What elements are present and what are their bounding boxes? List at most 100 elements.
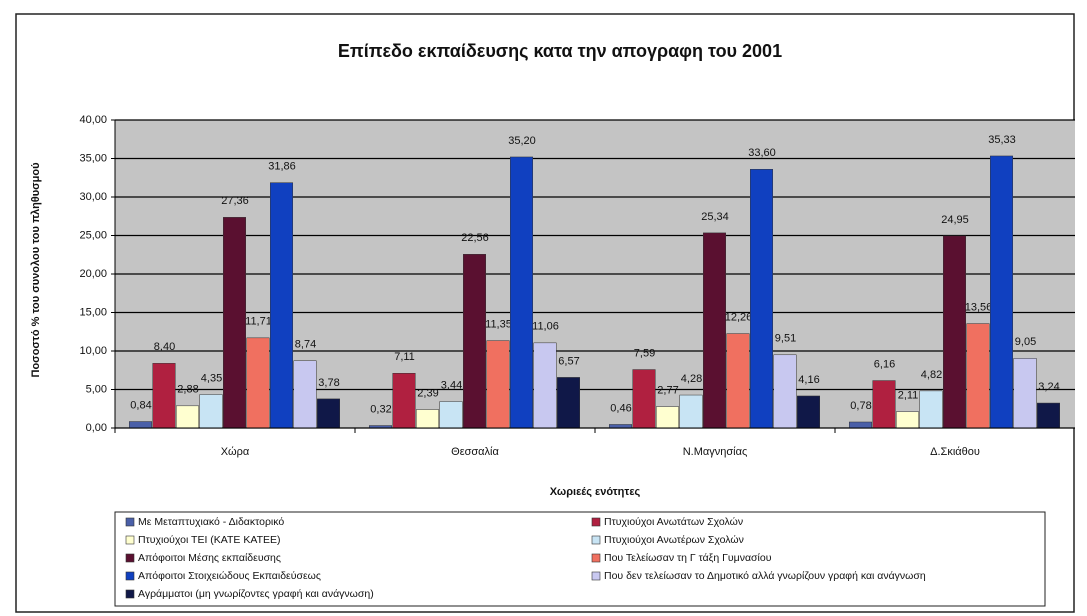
legend-label: Αγράμματοι (μη γνωρίζοντες γραφή και ανά… xyxy=(138,588,374,600)
legend-swatch xyxy=(125,553,135,563)
bar xyxy=(1037,402,1060,429)
data-label: 2,77 xyxy=(657,385,678,397)
data-label: 22,56 xyxy=(461,232,489,244)
data-label: 35,33 xyxy=(988,134,1016,146)
bar xyxy=(773,354,797,429)
bar xyxy=(317,398,340,429)
legend-label: Απόφοιτοι Μέσης εκπαίδευσης xyxy=(138,552,281,564)
bar xyxy=(223,217,246,429)
x-tick-label: Δ.Σκιάθου xyxy=(930,446,980,458)
data-label: 27,36 xyxy=(221,195,249,207)
legend-label: Που δεν τελείωσαν το Δημοτικό αλλά γνωρί… xyxy=(604,570,926,582)
data-label: 25,34 xyxy=(701,211,729,223)
legend-swatch xyxy=(591,535,601,545)
legend-label: Απόφοιτοι Στοιχειώδους Εκπαιδεύσεως xyxy=(138,570,321,582)
legend-swatch xyxy=(125,589,135,599)
data-label: 31,86 xyxy=(268,161,296,173)
x-tick-label: Θεσσαλία xyxy=(451,446,499,458)
bar xyxy=(246,337,270,429)
x-axis-title: Χωριεές ενότητες xyxy=(550,486,641,498)
bar xyxy=(966,323,990,429)
legend-label: Που Τελείωσαν τη Γ τάξη Γυμνασίου xyxy=(604,552,772,564)
data-label: 4,82 xyxy=(921,369,942,381)
data-label: 9,51 xyxy=(775,333,796,345)
legend-label: Πτυχιούχοι ΤΕΙ (ΚΑΤΕ ΚΑΤΕΕ) xyxy=(138,534,280,546)
data-label: 2,11 xyxy=(898,390,919,402)
data-label: 2,88 xyxy=(177,384,198,396)
y-tick-label: 15,00 xyxy=(79,306,107,318)
data-label: 7,11 xyxy=(394,351,415,363)
x-tick-label: Χώρα xyxy=(221,446,250,458)
y-tick-label: 35,00 xyxy=(79,152,107,164)
bar xyxy=(872,380,896,429)
data-label: 0,78 xyxy=(850,400,871,412)
y-tick-label: 20,00 xyxy=(79,268,107,280)
bar xyxy=(199,394,223,429)
bar xyxy=(1013,358,1037,429)
bar xyxy=(152,363,176,429)
y-tick-label: 0,00 xyxy=(86,422,107,434)
data-label: 0,84 xyxy=(130,399,151,411)
bar xyxy=(416,409,439,429)
y-tick-label: 30,00 xyxy=(79,191,107,203)
x-tick-label: Ν.Μαγνησίας xyxy=(683,446,748,458)
bar xyxy=(797,395,820,429)
data-label: 3,44 xyxy=(441,379,462,391)
data-label: 4,28 xyxy=(681,373,702,385)
data-label: 11,71 xyxy=(245,316,272,328)
bar xyxy=(293,360,317,429)
y-tick-label: 40,00 xyxy=(79,114,107,126)
data-label: 6,16 xyxy=(874,358,895,370)
bar xyxy=(270,182,293,429)
data-label: 3,24 xyxy=(1038,381,1059,393)
legend-swatch xyxy=(125,571,135,581)
data-label: 0,46 xyxy=(610,402,631,414)
bar xyxy=(703,232,726,429)
bar xyxy=(896,411,919,429)
chart-title: Επίπεδο εκπαίδευσης κατα την απογραφη το… xyxy=(338,41,782,61)
data-label: 3,78 xyxy=(318,377,339,389)
bar xyxy=(510,156,533,429)
bar xyxy=(656,406,679,429)
bar xyxy=(176,405,199,429)
data-label: 0,32 xyxy=(370,403,391,415)
legend-label: Πτυχιούχοι Ανωτάτων Σχολών xyxy=(604,516,743,528)
legend-swatch xyxy=(125,535,135,545)
legend-box xyxy=(114,511,1046,607)
data-label: 35,20 xyxy=(508,135,536,147)
data-label: 6,57 xyxy=(558,355,579,367)
legend-label: Με Μεταπτυχιακό - Διδακτορικό xyxy=(138,516,284,528)
bar xyxy=(533,342,557,429)
bar xyxy=(439,401,463,429)
bar xyxy=(392,373,416,429)
data-label: 4,16 xyxy=(798,374,819,386)
bar xyxy=(750,169,773,429)
legend-label: Πτυχιούχοι Ανωτέρων Σχολών xyxy=(604,534,744,546)
data-label: 4,35 xyxy=(201,372,222,384)
bar xyxy=(632,369,656,429)
bar xyxy=(679,394,703,429)
bar xyxy=(129,421,152,429)
data-label: 12,26 xyxy=(725,312,753,324)
bar xyxy=(919,390,943,429)
bar xyxy=(609,424,632,429)
bar xyxy=(463,254,486,429)
data-label: 2,39 xyxy=(417,388,438,400)
legend-swatch xyxy=(591,571,601,581)
bar xyxy=(990,155,1013,429)
bar xyxy=(849,421,872,429)
data-label: 8,74 xyxy=(295,339,316,351)
data-label: 7,59 xyxy=(634,347,655,359)
y-tick-label: 5,00 xyxy=(86,383,107,395)
bar xyxy=(486,340,510,429)
bar xyxy=(557,377,580,429)
bar xyxy=(726,333,750,429)
data-label: 11,06 xyxy=(532,321,559,333)
data-label: 11,35 xyxy=(485,319,512,331)
bar xyxy=(943,235,966,429)
legend-swatch xyxy=(591,553,601,563)
legend-swatch xyxy=(591,517,601,527)
data-label: 13,56 xyxy=(965,301,993,313)
y-axis-title: Ποσοστό % του συνολου του πληθυσμού xyxy=(30,162,42,377)
